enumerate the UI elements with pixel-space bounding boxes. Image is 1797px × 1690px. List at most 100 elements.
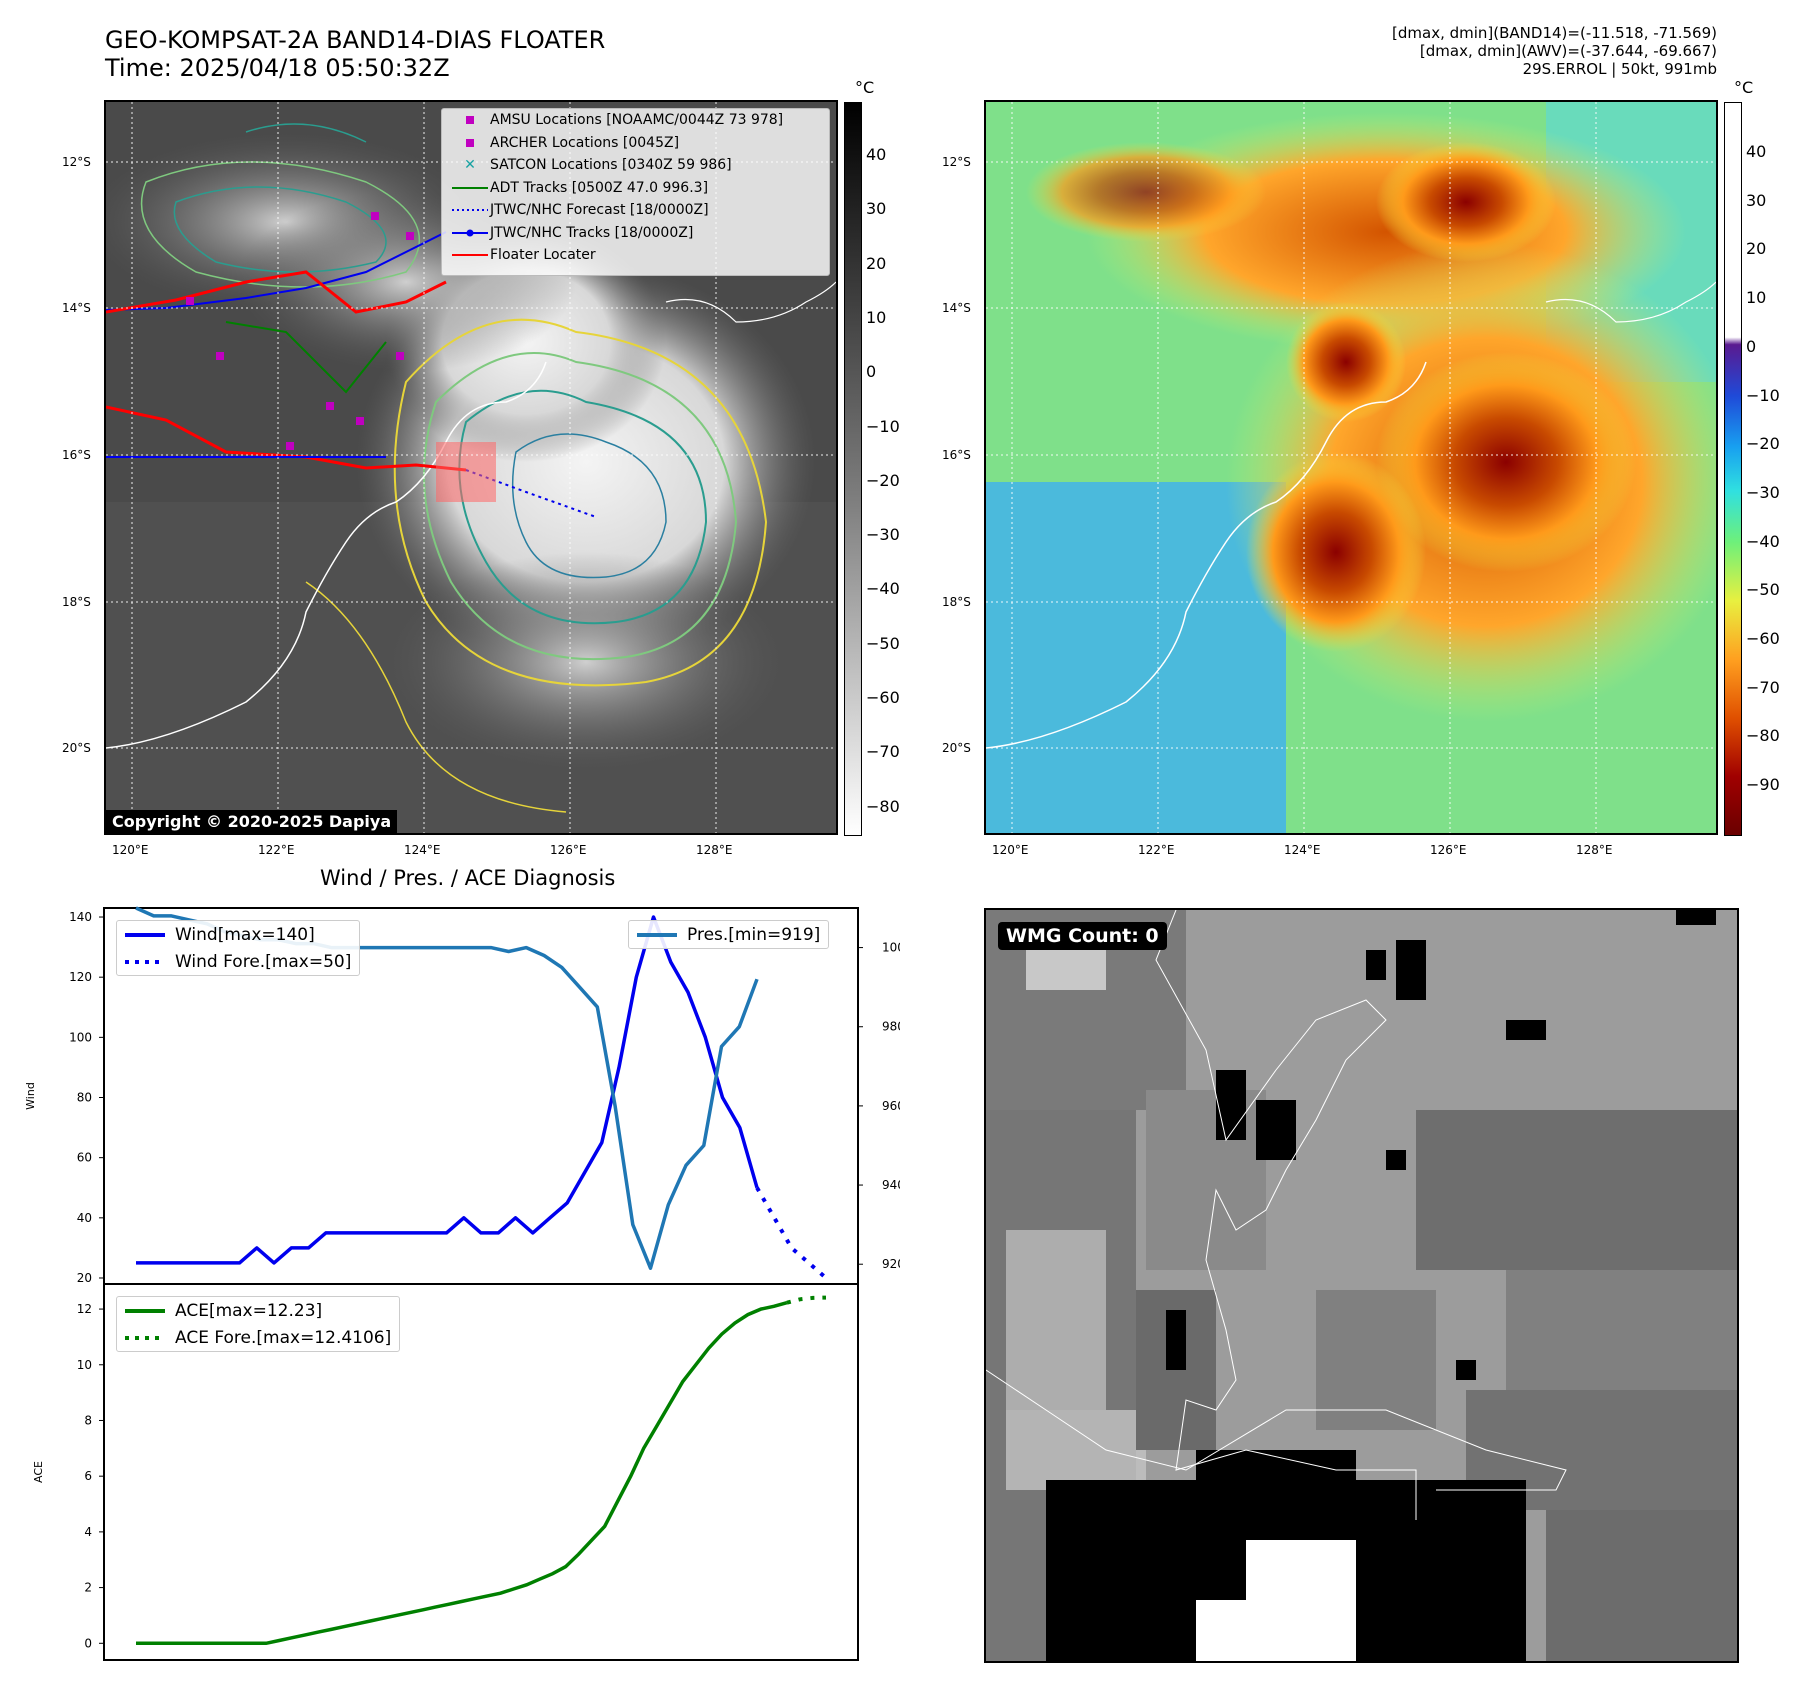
pressure-ytick-label: 940 bbox=[882, 1178, 900, 1192]
wind-legend: Wind[max=140] Wind Fore.[max=50] bbox=[116, 920, 361, 976]
color-colorbar-tick: −40 bbox=[1746, 531, 1780, 551]
legend-ace: ACE[max=12.23] bbox=[125, 1300, 323, 1321]
wind-forecast-line bbox=[755, 1186, 828, 1280]
wind-ytick-label: 120 bbox=[69, 970, 92, 984]
wmg-count-label: WMG Count: 0 bbox=[998, 922, 1167, 950]
ace-legend: ACE[max=12.23] ACE Fore.[max=12.4106] bbox=[116, 1296, 401, 1352]
lon-label: 120°E bbox=[112, 843, 149, 857]
meta-line-1: [dmax, dmin](BAND14)=(-11.518, -71.569) bbox=[1392, 24, 1717, 42]
color-colorbar bbox=[1724, 102, 1742, 836]
color-colorbar-tick: −50 bbox=[1746, 580, 1780, 600]
ir-colorbar bbox=[844, 102, 862, 836]
ace-line bbox=[136, 1301, 788, 1646]
legend-wind: Wind[max=140] bbox=[125, 924, 315, 945]
legend-ace-forecast: ACE Fore.[max=12.4106] bbox=[125, 1327, 392, 1348]
ace-ytick-label: 6 bbox=[84, 1469, 92, 1483]
lon-label: 128°E bbox=[1576, 843, 1613, 857]
color-map-image bbox=[986, 102, 1716, 833]
color-colorbar-tick: −10 bbox=[1746, 385, 1780, 405]
wind-line bbox=[136, 915, 759, 1265]
wind-axis-title: Wind bbox=[24, 1082, 37, 1110]
legend-pressure: Pres.[min=919] bbox=[637, 924, 821, 945]
wmg-image bbox=[986, 910, 1737, 1661]
lat-label: 20°S bbox=[62, 741, 91, 755]
legend-satcon: ✕ SATCON Locations [0340Z 59 986] bbox=[464, 157, 732, 174]
ace-axis-title: ACE bbox=[32, 1461, 45, 1483]
pressure-ytick-label: 1000 bbox=[882, 941, 900, 955]
lon-label: 126°E bbox=[1430, 843, 1467, 857]
wind-ytick-label: 80 bbox=[77, 1091, 92, 1105]
pressure-ytick-label: 960 bbox=[882, 1099, 900, 1113]
pressure-ytick-label: 980 bbox=[882, 1020, 900, 1034]
ir-colorbar-tick: −10 bbox=[866, 416, 900, 436]
lat-label: 14°S bbox=[942, 301, 971, 315]
ace-ytick-label: 4 bbox=[84, 1525, 92, 1539]
legend-jtwc-tracks: JTWC/NHC Tracks [18/0000Z] bbox=[442, 222, 829, 245]
color-colorbar-tick: −70 bbox=[1746, 677, 1780, 697]
ir-colorbar-tick: −70 bbox=[866, 742, 900, 762]
ir-map-image bbox=[106, 102, 836, 833]
ir-colorbar-tick: −20 bbox=[866, 470, 900, 490]
lat-label: 12°S bbox=[942, 155, 971, 169]
ir-colorbar-tick: 20 bbox=[866, 253, 887, 273]
color-colorbar-tick: 20 bbox=[1746, 239, 1767, 259]
legend-wind-forecast: Wind Fore.[max=50] bbox=[125, 951, 352, 972]
lon-label: 122°E bbox=[258, 843, 295, 857]
color-colorbar-tick: −30 bbox=[1746, 482, 1780, 502]
ir-colorbar-tick: 40 bbox=[866, 145, 887, 164]
wmg-panel[interactable]: WMG Count: 0 bbox=[984, 908, 1739, 1663]
color-map-panel[interactable] bbox=[984, 100, 1718, 835]
wind-ytick-label: 40 bbox=[77, 1211, 92, 1225]
title-line-1: GEO-KOMPSAT-2A BAND14-DIAS FLOATER bbox=[105, 26, 606, 54]
ir-colorbar-tick: 0 bbox=[866, 362, 877, 382]
meta-line-3: 29S.ERROL | 50kt, 991mb bbox=[1522, 60, 1717, 78]
lat-label: 16°S bbox=[62, 448, 91, 462]
pressure-legend: Pres.[min=919] bbox=[628, 920, 830, 949]
color-colorbar-tick: −80 bbox=[1746, 726, 1780, 746]
track-legend: AMSU Locations [NOAAMC/0044Z 73 978] ARC… bbox=[441, 108, 830, 276]
lon-label: 122°E bbox=[1138, 843, 1175, 857]
color-colorbar-tick: 10 bbox=[1746, 288, 1767, 308]
lon-label: 124°E bbox=[1284, 843, 1321, 857]
lat-label: 18°S bbox=[62, 595, 91, 609]
lon-label: 126°E bbox=[550, 843, 587, 857]
ir-map-panel[interactable]: Copyright © 2020-2025 Dapiya bbox=[104, 100, 838, 835]
lon-label: 124°E bbox=[404, 843, 441, 857]
ir-colorbar-tick: −50 bbox=[866, 633, 900, 653]
color-colorbar-tick: −60 bbox=[1746, 629, 1780, 648]
ace-forecast-line bbox=[786, 1295, 827, 1305]
ace-ytick-label: 8 bbox=[84, 1413, 92, 1427]
storm-meta: [dmax, dmin](BAND14)=(-11.518, -71.569) … bbox=[1117, 24, 1717, 78]
color-colorbar-tick: 0 bbox=[1746, 336, 1757, 356]
legend-floater: Floater Locater bbox=[452, 247, 596, 264]
lon-label: 120°E bbox=[992, 843, 1029, 857]
ir-colorbar-tick: −40 bbox=[866, 579, 900, 599]
color-colorbar-tick: 40 bbox=[1746, 142, 1767, 161]
meta-line-2: [dmax, dmin](AWV)=(-37.644, -69.667) bbox=[1419, 42, 1717, 60]
ir-colorbar-unit: °C bbox=[855, 78, 875, 97]
color-colorbar-unit: °C bbox=[1734, 78, 1754, 97]
legend-amsu: AMSU Locations [NOAAMC/0044Z 73 978] bbox=[442, 109, 829, 132]
wind-ytick-label: 100 bbox=[69, 1030, 92, 1044]
lat-label: 14°S bbox=[62, 301, 91, 315]
ir-colorbar-tick: −80 bbox=[866, 796, 900, 816]
ace-ytick-label: 10 bbox=[77, 1358, 92, 1372]
wind-ytick-label: 140 bbox=[69, 910, 92, 924]
ace-axes-frame bbox=[103, 1283, 859, 1661]
wind-ytick-label: 20 bbox=[77, 1271, 92, 1285]
legend-archer: ARCHER Locations [0045Z] bbox=[442, 132, 829, 155]
legend-adt: ADT Tracks [0500Z 47.0 996.3] bbox=[452, 179, 709, 196]
pressure-ytick-label: 920 bbox=[882, 1257, 900, 1271]
ir-colorbar-tick: −30 bbox=[866, 525, 900, 545]
chart-title: Wind / Pres. / ACE Diagnosis bbox=[320, 866, 616, 890]
ace-ytick-label: 2 bbox=[84, 1581, 92, 1595]
lon-label: 128°E bbox=[696, 843, 733, 857]
wind-ace-chart: 20 40 60 80 100 120 140 920 940 960 980 1000 0 2 4 6 8 10… bbox=[24, 906, 900, 1661]
color-colorbar-tick: 30 bbox=[1746, 190, 1767, 210]
ir-colorbar-tick: 10 bbox=[866, 307, 887, 327]
copyright-label: Copyright © 2020-2025 Dapiya bbox=[106, 810, 398, 833]
lat-label: 12°S bbox=[62, 155, 91, 169]
main-title: GEO-KOMPSAT-2A BAND14-DIAS FLOATER Time:… bbox=[105, 26, 605, 82]
legend-jtwc-forecast: JTWC/NHC Forecast [18/0000Z] bbox=[452, 202, 709, 219]
lat-label: 20°S bbox=[942, 741, 971, 755]
